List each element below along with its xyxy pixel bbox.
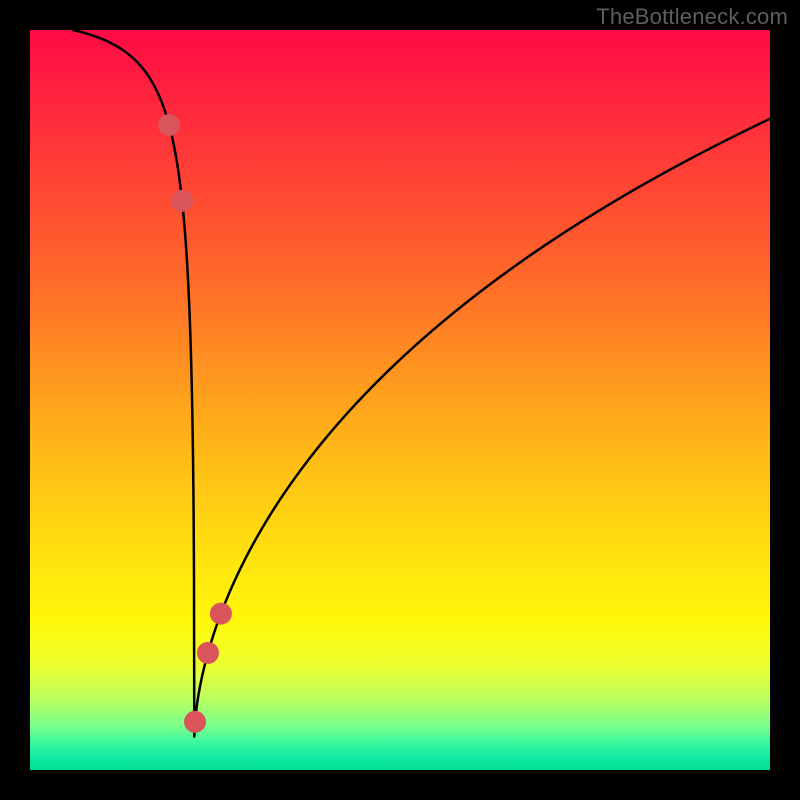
chart-container: TheBottleneck.com xyxy=(0,0,800,800)
min-marker xyxy=(197,642,219,664)
min-marker xyxy=(171,190,193,212)
min-marker xyxy=(158,114,180,136)
watermark-text: TheBottleneck.com xyxy=(596,4,788,30)
min-marker xyxy=(210,603,232,625)
min-marker xyxy=(184,711,206,733)
plot-background xyxy=(30,30,770,770)
bottleneck-line-chart xyxy=(0,0,800,800)
